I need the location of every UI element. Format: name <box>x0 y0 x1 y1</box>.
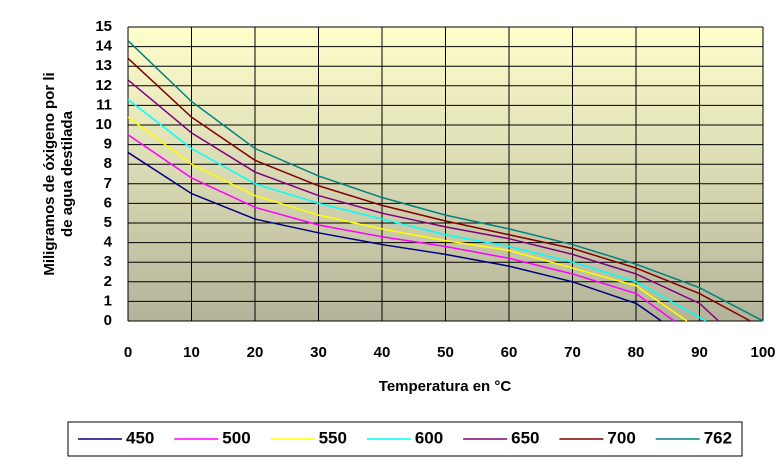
x-tick-label: 30 <box>310 344 327 361</box>
x-tick-label: 40 <box>374 344 391 361</box>
x-tick-label: 80 <box>628 344 645 361</box>
y-tick-label: 7 <box>104 175 112 192</box>
legend-label: 500 <box>222 428 250 447</box>
y-tick-label: 11 <box>96 96 112 113</box>
y-tick-label: 2 <box>104 273 112 290</box>
y-tick-label: 4 <box>104 234 113 251</box>
x-tick-label: 0 <box>124 344 132 361</box>
y-tick-label: 12 <box>95 77 112 94</box>
legend-label: 550 <box>319 428 347 447</box>
y-tick-label: 14 <box>95 38 112 55</box>
y-axis-label: Miligramos de óxigeno por li <box>41 72 58 275</box>
legend-label: 450 <box>126 428 154 447</box>
legend-label: 600 <box>415 428 443 447</box>
x-axis-label: Temperatura en °C <box>379 378 512 395</box>
y-tick-label: 13 <box>95 57 112 74</box>
x-tick-label: 60 <box>501 344 518 361</box>
legend-label: 650 <box>511 428 539 447</box>
x-tick-label: 10 <box>183 344 200 361</box>
legend-label: 700 <box>607 428 635 447</box>
y-tick-label: 9 <box>104 136 112 153</box>
y-tick-label: 1 <box>104 292 112 309</box>
y-tick-label: 0 <box>104 312 112 329</box>
x-tick-label: 70 <box>564 344 581 361</box>
y-axis-label: de agua destilada <box>59 110 76 237</box>
y-tick-label: 8 <box>104 155 112 172</box>
chart: Miligramos de óxigeno por li de agua des… <box>0 0 779 459</box>
x-tick-label: 100 <box>750 344 775 361</box>
x-tick-label: 20 <box>247 344 264 361</box>
y-tick-label: 5 <box>104 214 112 231</box>
y-tick-label: 3 <box>104 253 112 270</box>
y-tick-label: 10 <box>95 116 112 133</box>
y-tick-label: 6 <box>104 194 112 211</box>
legend-label: 762 <box>704 428 732 447</box>
y-tick-label: 15 <box>95 18 112 35</box>
x-tick-label: 90 <box>691 344 708 361</box>
x-tick-label: 50 <box>437 344 454 361</box>
